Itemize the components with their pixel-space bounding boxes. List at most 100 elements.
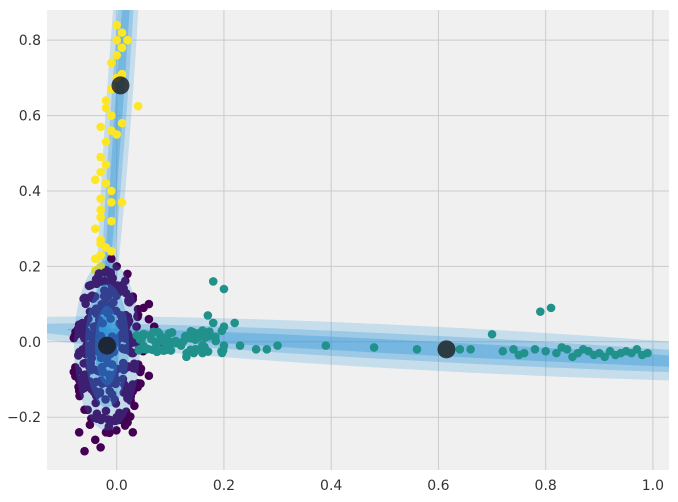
purple-point xyxy=(124,297,133,306)
teal-point xyxy=(194,332,204,342)
purple-point xyxy=(104,307,114,317)
purple-point xyxy=(103,358,112,368)
teal-point xyxy=(160,339,170,349)
cluster-center-marker xyxy=(98,336,117,355)
teal-point xyxy=(273,341,282,350)
purple-point xyxy=(87,353,97,363)
teal-point xyxy=(589,350,599,360)
teal-point xyxy=(509,345,518,354)
teal-point xyxy=(181,334,190,343)
yellow-point xyxy=(112,20,122,30)
teal-point xyxy=(166,346,176,355)
purple-point xyxy=(74,351,83,360)
purple-point xyxy=(110,370,119,379)
purple-point xyxy=(119,380,129,389)
teal-point xyxy=(262,345,272,354)
purple-point xyxy=(83,405,92,415)
purple-point xyxy=(112,425,121,435)
purple-point xyxy=(144,371,154,381)
teal-point xyxy=(174,339,184,349)
yellow-point xyxy=(96,213,105,222)
y-tick-label: 0.8 xyxy=(19,33,41,49)
y-axis-ticks: −0.2 0.0 0.2 0.4 0.6 0.8 xyxy=(7,33,41,426)
purple-point xyxy=(103,426,113,435)
teal-point xyxy=(369,343,379,352)
purple-point xyxy=(120,421,130,430)
x-axis-ticks: 0.0 0.2 0.4 0.6 0.8 1.0 xyxy=(106,478,664,494)
yellow-point xyxy=(107,111,116,120)
yellow-point xyxy=(107,197,116,207)
purple-point xyxy=(84,314,93,324)
yellow-point xyxy=(96,167,105,177)
teal-point xyxy=(201,333,210,342)
yellow-point xyxy=(112,130,122,139)
teal-point xyxy=(219,284,229,294)
y-tick-label: 0.6 xyxy=(19,109,41,125)
teal-point xyxy=(251,345,261,354)
yellow-point xyxy=(101,179,111,188)
purple-point xyxy=(87,291,97,300)
purple-point xyxy=(80,327,89,336)
teal-point xyxy=(541,346,550,356)
teal-point xyxy=(147,334,156,344)
purple-point xyxy=(132,322,141,331)
purple-point xyxy=(123,269,132,279)
purple-point xyxy=(90,435,100,445)
purple-point xyxy=(77,385,87,394)
purple-point xyxy=(115,408,124,418)
purple-point xyxy=(133,304,143,314)
x-tick-label: 0.0 xyxy=(106,478,128,494)
yellow-point xyxy=(107,247,116,256)
teal-point xyxy=(211,332,220,342)
purple-point xyxy=(101,406,111,416)
purple-point xyxy=(87,339,96,349)
cluster-centers xyxy=(98,76,456,359)
teal-point xyxy=(611,350,620,360)
purple-point xyxy=(121,407,131,417)
teal-point xyxy=(203,347,213,356)
teal-point xyxy=(455,345,465,354)
purple-point xyxy=(95,367,104,376)
yellow-point xyxy=(96,122,105,132)
teal-point xyxy=(182,348,191,358)
purple-point xyxy=(128,387,138,396)
teal-point xyxy=(568,352,577,362)
purple-point xyxy=(111,379,121,389)
y-tick-label: 0.0 xyxy=(19,335,41,351)
teal-point xyxy=(621,346,631,356)
purple-point xyxy=(144,299,154,309)
purple-point xyxy=(91,377,101,387)
purple-point xyxy=(89,329,99,339)
purple-point xyxy=(81,299,90,309)
purple-point xyxy=(133,312,142,322)
teal-point xyxy=(514,350,524,360)
yellow-point xyxy=(112,50,122,60)
purple-point xyxy=(106,268,115,277)
cluster-center-marker xyxy=(437,340,456,359)
teal-point xyxy=(153,327,163,337)
purple-point xyxy=(84,281,94,291)
purple-point xyxy=(72,329,82,339)
yellow-point xyxy=(90,254,100,264)
purple-point xyxy=(80,446,89,456)
plot-background xyxy=(47,10,669,470)
teal-point xyxy=(155,346,164,355)
purple-point xyxy=(96,415,106,424)
purple-point xyxy=(95,388,105,398)
purple-point xyxy=(91,398,101,408)
purple-point xyxy=(71,362,80,372)
purple-point xyxy=(144,314,154,324)
purple-point xyxy=(74,427,84,437)
purple-point xyxy=(130,401,139,411)
purple-point xyxy=(105,386,114,396)
teal-point xyxy=(600,352,609,362)
purple-point xyxy=(103,291,113,301)
purple-point xyxy=(122,363,132,372)
yellow-point xyxy=(123,35,132,45)
purple-point xyxy=(119,283,128,293)
teal-point xyxy=(578,345,588,354)
teal-point xyxy=(552,348,561,358)
purple-point xyxy=(128,380,138,389)
